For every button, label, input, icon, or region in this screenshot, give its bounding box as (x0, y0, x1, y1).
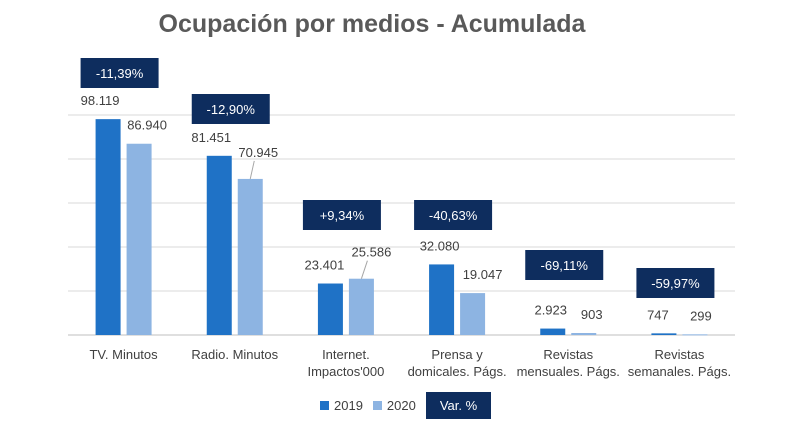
bar-2020 (348, 278, 374, 335)
legend-swatch-2019 (320, 401, 329, 410)
variation-box (191, 94, 270, 124)
legend-item-2019: 2019 (320, 398, 363, 413)
bar-2019 (317, 283, 343, 335)
category-label: Revistas (543, 347, 593, 362)
category-label: mensuales. Págs. (517, 364, 620, 379)
bar-2020 (571, 333, 597, 335)
category-label: TV. Minutos (89, 347, 158, 362)
data-label-2020: 299 (690, 308, 712, 323)
legend-variation: Var. % (425, 392, 492, 419)
data-label-2020: 19.047 (463, 267, 503, 282)
leader-line (360, 260, 368, 279)
category-label: Prensa y (431, 347, 483, 362)
variation-label: -59,97% (651, 276, 700, 291)
category-label: domicales. Págs. (408, 364, 507, 379)
legend-item-2020: 2020 (372, 398, 416, 413)
bar-2020 (682, 334, 708, 336)
variation-box (80, 58, 159, 88)
bar-2019 (429, 264, 455, 335)
data-label-2019: 2.923 (534, 303, 567, 318)
variation-label: -11,39% (96, 66, 144, 81)
variation-label: -69,11% (541, 258, 589, 273)
bar-2020 (460, 293, 486, 335)
data-label-2019: 747 (647, 307, 669, 322)
variation-label: -12,90% (207, 102, 256, 117)
legend-label-2020: 2020 (386, 398, 416, 413)
variation-label: +9,34% (320, 208, 365, 223)
legend: 2019 2020 Var. % (320, 392, 492, 419)
data-label-2020: 25.586 (352, 245, 392, 260)
variation-box (636, 268, 715, 298)
category-label: Revistas (654, 347, 704, 362)
category-label: Internet. (322, 347, 370, 362)
data-label-2020: 70.945 (238, 145, 278, 160)
category-label: Impactos'000 (307, 364, 384, 379)
legend-swatch-2020 (372, 401, 382, 410)
variation-box (525, 250, 604, 280)
bar-2019 (651, 333, 677, 335)
variation-box (414, 200, 493, 230)
chart-title: Ocupación por medios - Acumulada (158, 10, 586, 38)
bar-2020 (237, 178, 263, 335)
leader-line (249, 160, 255, 180)
data-label-2020: 903 (581, 307, 603, 322)
variation-label: -40,63% (429, 208, 478, 223)
data-label-2019: 23.401 (305, 258, 345, 273)
bar-2020 (126, 143, 152, 335)
bar-2019 (540, 328, 566, 335)
category-label: Radio. Minutos (191, 347, 278, 362)
bar-2019 (95, 119, 121, 335)
bar-2019 (206, 155, 232, 335)
category-label: semanales. Págs. (628, 364, 731, 379)
legend-label-2019: 2019 (334, 398, 363, 413)
data-label-2019: 81.451 (191, 130, 231, 145)
data-label-2019: 32.080 (420, 238, 460, 253)
data-label-2020: 86.940 (127, 118, 167, 133)
variation-box (302, 200, 381, 230)
data-label-2019: 98.119 (81, 93, 120, 108)
